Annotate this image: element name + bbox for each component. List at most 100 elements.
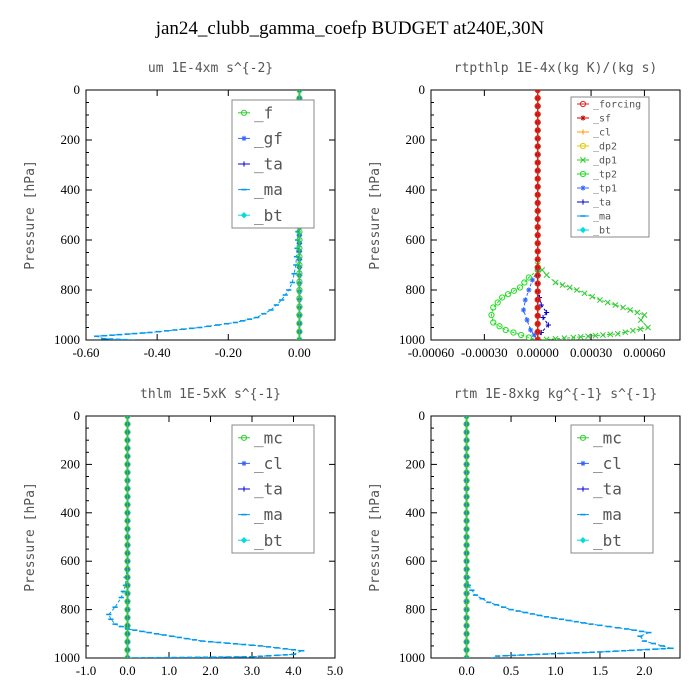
x-tick-label: -0.60 [72,345,99,360]
legend-label: _forcing [593,100,641,111]
legend-marker [579,100,587,108]
y-tick-label: 1000 [54,650,80,665]
data-point [463,606,470,613]
data-point [124,630,131,637]
data-point [637,317,644,323]
x-tick-label: 0.0 [458,663,474,678]
y-tick-label: 600 [406,553,426,568]
data-point [534,296,541,303]
data-point [612,302,619,308]
data-point [629,327,636,334]
data-point [534,304,541,311]
legend-marker [579,142,587,150]
y-tick-label: 600 [61,232,81,247]
data-point [641,312,648,318]
data-point [531,332,537,338]
data-point [463,416,470,420]
data-point [525,274,532,281]
data-point [510,329,517,336]
panel-title: um 1E-4xm s^{-2} [148,61,273,76]
y-tick-label: 400 [61,505,81,520]
data-point [463,469,470,476]
data-point [124,614,131,621]
data-point [463,614,470,621]
data-point [124,477,131,484]
data-point [296,90,303,94]
data-point [124,501,131,508]
x-tick-label: 0.00000 [517,345,559,360]
data-point [296,320,303,327]
x-tick-label: 2.0 [202,663,218,678]
data-point [463,517,470,524]
y-tick-label: 0 [74,82,81,97]
data-point [463,485,470,492]
data-point [518,331,525,339]
data-point [534,207,541,215]
data-point [124,429,131,436]
data-point [510,287,518,294]
data-point [534,336,541,340]
data-point [296,253,303,260]
data-point [570,334,577,340]
legend-label: _ta [254,480,283,499]
data-point [534,256,541,263]
legend-label: _cl [593,454,622,473]
data-point [124,420,131,428]
legend-marker [240,109,248,116]
data-point [463,437,470,444]
data-point [520,307,527,313]
figure-title: jan24_clubb_gamma_coefp BUDGET at240E,30… [155,18,545,39]
data-point [463,420,470,428]
data-point [463,525,470,533]
data-point [534,175,541,182]
data-point [566,284,573,291]
legend-marker [579,170,587,178]
data-point [463,541,470,549]
legend-label: _ta [593,198,611,209]
y-tick-label: 800 [61,282,81,297]
data-point [528,327,534,333]
data-point [124,437,131,444]
panel-thlm: thlm 1E-5xK s^{-1} Pressure [hPa] 0 200 400 6… [23,387,343,678]
data-point [463,622,470,629]
x-tick-label: 0.5 [503,663,519,678]
legend-label: _bt [254,206,283,225]
data-point [463,445,470,452]
data-point [296,278,303,285]
legend-label: _sf [593,114,611,125]
data-point [561,335,568,340]
data-point [463,558,470,565]
data-point [543,272,550,278]
data-point [463,493,470,500]
data-point [124,416,131,420]
y-axis-label: Pressure [hPa] [23,160,38,270]
legend-label: _dp2 [593,142,617,153]
x-tick-label: 0.00030 [570,345,612,360]
data-point [124,606,131,613]
y-tick-label: 800 [406,602,426,617]
x-tick-label: 1.0 [161,663,177,678]
y-tick-label: 200 [406,132,426,147]
data-point [544,309,550,316]
legend: _forcing _sf _cl _dp2 _dp1 _tp2 _tp1 _ta _ma _bt [570,96,650,238]
data-point [581,290,588,297]
panel-title: thlm 1E-5xK s^{-1} [140,387,281,402]
legend-label: _mc [593,428,622,447]
data-point [463,590,470,597]
data-point [534,223,541,231]
data-point [534,328,541,336]
data-point [634,309,641,316]
legend-label: _ma [593,212,611,223]
legend-marker [580,115,586,121]
data-point [463,461,470,468]
x-tick-label: 1.0 [547,663,563,678]
x-tick-label: 5.0 [327,663,343,678]
legend-marker [580,486,586,492]
data-point [490,304,497,311]
legend-label: _tp2 [593,170,617,181]
legend-marker [579,226,587,234]
x-tick-label: -0.40 [144,345,171,360]
legend-marker [580,460,586,466]
data-point [534,90,541,94]
